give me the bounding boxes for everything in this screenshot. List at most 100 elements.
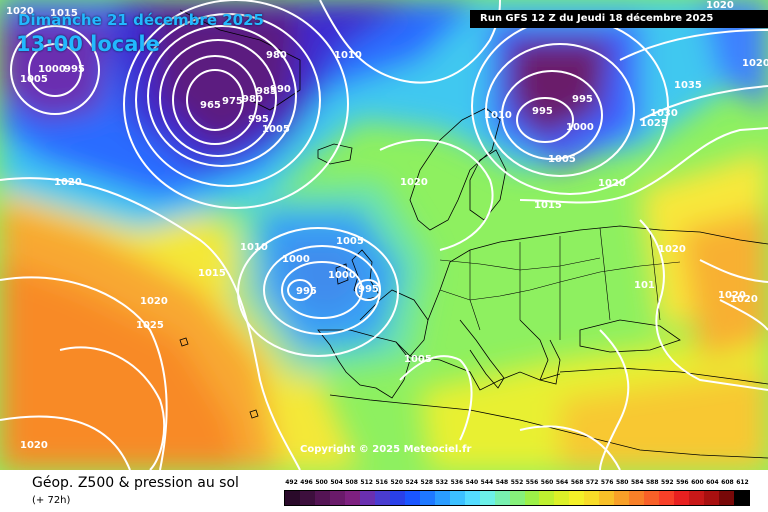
isobar-label: 1010 [240, 242, 268, 253]
scale-swatch [449, 491, 465, 505]
scale-swatch [644, 491, 660, 505]
isobar-label: 1020 [54, 177, 82, 188]
scale-label: 604 [706, 479, 719, 486]
isobar-label: 101 [634, 280, 655, 291]
legend-subtitle: (+ 72h) [32, 495, 71, 506]
isobars [0, 0, 768, 470]
scale-label: 584 [630, 479, 644, 486]
scale-swatch [629, 491, 645, 505]
scale-swatch [524, 491, 540, 505]
scale-label: 576 [600, 479, 614, 486]
isobar-label: 1000 [38, 64, 66, 75]
scale-swatch [719, 491, 735, 505]
scale-swatch [314, 491, 330, 505]
forecast-time: 13:00 locale [16, 32, 160, 56]
scale-swatch [704, 491, 720, 505]
scale-label: 520 [390, 479, 403, 486]
isobar-label: 1005 [548, 154, 576, 165]
scale-label: 588 [646, 479, 659, 486]
isobar-label: 1020 [658, 244, 686, 255]
scale-label: 564 [555, 479, 569, 486]
isobar-label: 1015 [198, 268, 226, 279]
scale-swatch [689, 491, 705, 505]
isobar-label: 995 [64, 64, 85, 75]
isobar-label: 1030 [650, 108, 678, 119]
scale-swatch [285, 491, 300, 505]
scale-label: 568 [570, 479, 584, 486]
scale-swatch [374, 491, 390, 505]
scale-swatch [404, 491, 420, 505]
isobar-label: 980 [242, 94, 263, 105]
isobar-label: 1010 [484, 110, 512, 121]
scale-label: 544 [480, 479, 494, 486]
isobar-label: 1020 [718, 290, 746, 301]
isobar-label: 1025 [640, 118, 668, 129]
scale-label: 500 [315, 479, 328, 486]
isobar-label: 1020 [598, 178, 626, 189]
scale-label: 508 [345, 479, 358, 486]
isobar-label: 1020 [20, 440, 48, 451]
forecast-map-svg: 1020 1015 1005 1000 995 980 1010 965 975… [0, 0, 768, 470]
scale-label: 548 [495, 479, 509, 486]
scale-label: 540 [465, 479, 479, 486]
color-scale-labels: 492 496 500 504 508 512 516 520 524 528 532 536 540 5… [284, 479, 750, 488]
isobar-label: 1035 [674, 80, 702, 91]
scale-label: 496 [300, 479, 313, 486]
scale-swatch [434, 491, 450, 505]
isobar-label: 1010 [334, 50, 362, 61]
scale-label: 596 [676, 479, 689, 486]
isobar-label: 995 [296, 286, 317, 297]
scale-swatch [359, 491, 375, 505]
scale-label: 608 [721, 479, 734, 486]
run-info-banner: Run GFS 12 Z du Jeudi 18 décembre 2025 [470, 10, 768, 28]
scale-swatch [299, 491, 315, 505]
isobar-label: 1000 [282, 254, 310, 265]
isobar-label: 1020 [730, 294, 758, 305]
isobar-label: 1020 [140, 296, 168, 307]
scale-swatch [554, 491, 570, 505]
isobar-label: 1020 [6, 6, 34, 17]
isobar-label: 985 [256, 86, 277, 97]
scale-swatch [509, 491, 525, 505]
scale-swatch [494, 491, 510, 505]
scale-label: 528 [420, 479, 434, 486]
isobar-label: 980 [266, 50, 287, 61]
scale-swatch [464, 491, 480, 505]
z500-color-field [0, 0, 768, 470]
isobar-label: 1020 [742, 58, 768, 69]
scale-label: 524 [405, 479, 419, 486]
scale-swatch [584, 491, 600, 505]
scale-swatch [389, 491, 405, 505]
scale-label: 612 [736, 479, 749, 486]
scale-label: 572 [585, 479, 599, 486]
isobar-label: 1020 [400, 177, 428, 188]
isobar-label: 1005 [20, 74, 48, 85]
scale-swatch [599, 491, 615, 505]
scale-label: 492 [285, 479, 298, 486]
legend-title: Géop. Z500 & pression au sol [32, 475, 239, 491]
scale-label: 560 [540, 479, 554, 486]
scale-label: 600 [691, 479, 704, 486]
isobar-label: 1025 [136, 320, 164, 331]
scale-label: 556 [525, 479, 539, 486]
scale-label: 516 [375, 479, 388, 486]
isobar-label: 995 [358, 284, 379, 295]
scale-label: 592 [661, 479, 674, 486]
scale-label: 532 [435, 479, 449, 486]
scale-label: 512 [360, 479, 373, 486]
isobar-label: 995 [572, 94, 593, 105]
scale-label: 580 [615, 479, 629, 486]
scale-label: 552 [510, 479, 524, 486]
scale-swatch [539, 491, 555, 505]
isobar-label: 965 [200, 100, 221, 111]
forecast-date: Dimanche 21 décembre 2025 [18, 11, 264, 29]
scale-swatch [479, 491, 495, 505]
scale-swatch [344, 491, 360, 505]
isobar-label: 990 [270, 84, 291, 95]
isobar-label: 1005 [262, 124, 290, 135]
scale-label: 504 [330, 479, 343, 486]
copyright-text: Copyright © 2025 Meteociel.fr [300, 444, 472, 455]
isobar-label: 975 [222, 96, 243, 107]
isobar-labels: 1020 1015 1005 1000 995 980 1010 965 975… [6, 0, 768, 451]
isobar-label: 1005 [336, 236, 364, 247]
